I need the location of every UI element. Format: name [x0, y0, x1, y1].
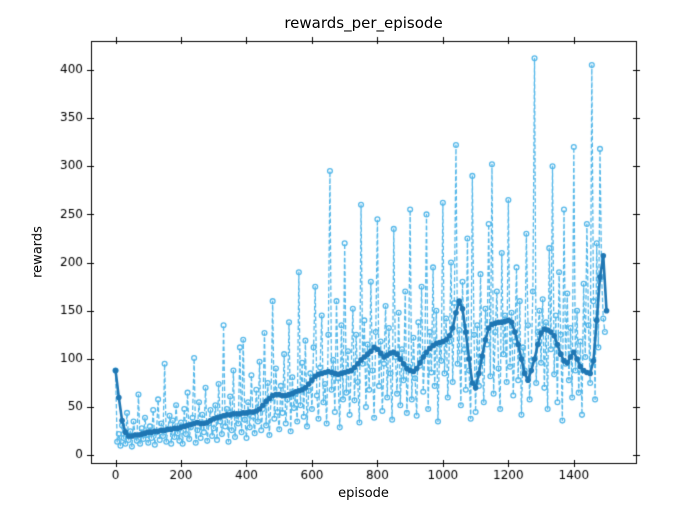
chart-title: rewards_per_episode	[284, 14, 443, 32]
y-axis-label: rewards	[30, 226, 46, 278]
x-axis-label: episode	[338, 486, 389, 501]
